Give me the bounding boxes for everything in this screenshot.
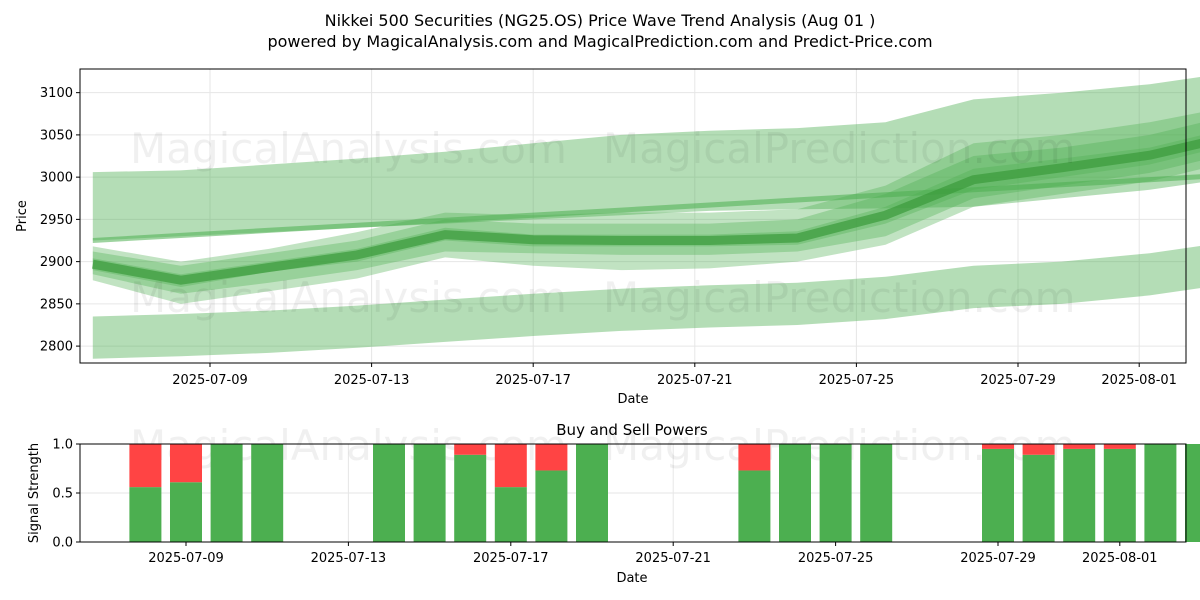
price-y-tick-label: 2950 [40, 213, 73, 228]
signal-chart-title: Buy and Sell Powers [556, 421, 708, 439]
sell-bar [170, 444, 202, 483]
price-y-tick-label: 2800 [40, 340, 73, 355]
price-x-tick-label: 2025-07-29 [980, 373, 1056, 388]
sell-bar [738, 444, 771, 471]
buy-bar [170, 482, 202, 542]
watermark-text: MagicalAnalysis.com [130, 273, 567, 322]
price-center-line [91, 138, 1200, 285]
signal-y-tick-label: 0.5 [52, 487, 73, 502]
price-x-tick-label: 2025-08-01 [1101, 373, 1177, 388]
buy-bar [1063, 448, 1096, 542]
sell-bar [1022, 444, 1055, 455]
buy-bar [819, 444, 852, 542]
chart-title-line2: powered by MagicalAnalysis.com and Magic… [267, 32, 932, 51]
price-y-label: Price [15, 200, 30, 232]
price-x-tick-label: 2025-07-17 [495, 373, 571, 388]
price-y-ticks: 2800 2850 2900 2950 3000 3050 3100 [40, 86, 80, 355]
price-y-tick-label: 2900 [40, 255, 73, 270]
price-bands [91, 76, 1200, 359]
signal-y-label: Signal Strength [27, 443, 42, 543]
signal-y-ticks: 0.0 0.5 1.0 [52, 438, 80, 551]
price-band-outer-lower [92, 245, 1200, 359]
buy-bar [535, 470, 568, 542]
sell-bar [454, 444, 487, 455]
chart-title-line1: Nikkei 500 Securities (NG25.OS) Price Wa… [325, 11, 876, 30]
price-band-trend-line [92, 174, 1200, 243]
sell-bar [535, 444, 568, 471]
signal-x-tick-label: 2025-07-09 [148, 551, 224, 566]
watermark-text: MagicalAnalysis.com [130, 421, 567, 470]
buy-bar [1022, 454, 1055, 542]
price-x-tick-label: 2025-07-13 [334, 373, 410, 388]
price-watermarks: MagicalAnalysis.com MagicalPrediction.com… [130, 124, 1076, 322]
signal-x-tick-label: 2025-07-13 [311, 551, 387, 566]
sell-bar [1103, 444, 1136, 449]
price-y-tick-label: 3100 [40, 86, 73, 101]
sell-bar [1063, 444, 1096, 449]
buy-bar [1185, 444, 1200, 542]
price-y-tick-label: 2850 [40, 297, 73, 312]
buy-bar [1144, 444, 1177, 542]
price-x-tick-label: 2025-07-09 [172, 373, 248, 388]
buy-bar [210, 444, 243, 542]
watermark-text: MagicalPrediction.com [603, 124, 1076, 173]
sell-bar [494, 444, 527, 488]
signal-y-tick-label: 0.0 [52, 536, 73, 551]
buy-bar [738, 470, 771, 542]
sell-bar [982, 444, 1014, 449]
buy-bar [129, 487, 162, 542]
buy-bar [860, 444, 893, 542]
signal-x-tick-label: 2025-07-29 [960, 551, 1036, 566]
signal-x-label: Date [616, 571, 647, 586]
buy-bar [413, 444, 446, 542]
watermark-text: MagicalPrediction.com [603, 273, 1076, 322]
price-y-tick-label: 3050 [40, 128, 73, 143]
price-x-tick-label: 2025-07-25 [819, 373, 895, 388]
price-x-tick-label: 2025-07-21 [657, 373, 733, 388]
buy-bar [779, 444, 811, 542]
signal-x-tick-label: 2025-07-17 [473, 551, 549, 566]
signal-bars [129, 444, 1200, 542]
price-x-label: Date [617, 392, 648, 407]
buy-bar [494, 487, 527, 542]
signal-x-tick-label: 2025-07-25 [798, 551, 874, 566]
price-y-tick-label: 3000 [40, 171, 73, 186]
price-grid [80, 69, 1186, 363]
buy-bar [576, 444, 608, 542]
signal-x-ticks: 2025-07-09 2025-07-13 2025-07-17 2025-07-21… [148, 542, 1158, 566]
buy-bar [454, 454, 487, 542]
buy-bar [373, 444, 405, 542]
signal-x-tick-label: 2025-08-01 [1082, 551, 1158, 566]
sell-bar [129, 444, 162, 488]
buy-bar [251, 444, 284, 542]
signal-x-tick-label: 2025-07-21 [635, 551, 711, 566]
buy-bar [982, 448, 1014, 542]
price-axes-frame [79, 68, 1187, 364]
buy-bar [1103, 448, 1136, 542]
signal-y-tick-label: 1.0 [52, 438, 73, 453]
watermark-text: MagicalAnalysis.com [130, 124, 567, 173]
price-x-ticks: 2025-07-09 2025-07-13 2025-07-17 2025-07-21… [172, 363, 1177, 388]
